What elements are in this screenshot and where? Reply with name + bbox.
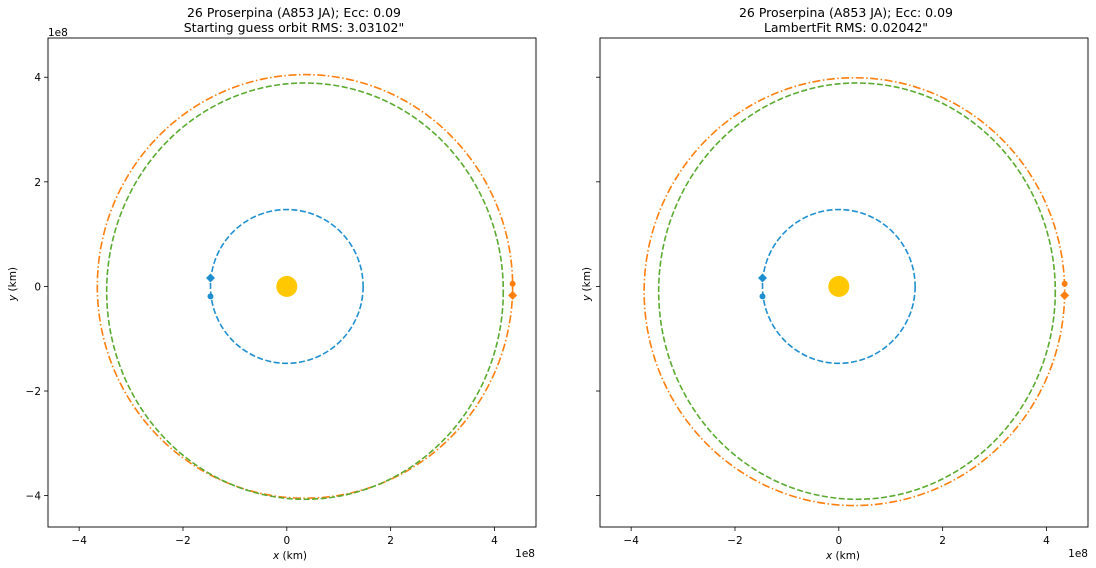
orbit-series-1 (761, 208, 916, 365)
diamond-marker (508, 290, 518, 300)
chart-title-line2: Starting guess orbit RMS: 3.03102" (184, 20, 404, 35)
chart-title-line1: 26 Proserpina (A853 JA); Ecc: 0.09 (739, 5, 953, 20)
orbit-series-1 (209, 208, 364, 365)
subplot-right: 26 Proserpina (A853 JA); Ecc: 0.09 Lambe… (581, 5, 1089, 562)
x-tick-label: 4 (1043, 535, 1050, 547)
y-axis-label: y (km) (581, 267, 593, 302)
diamond-marker (205, 273, 215, 283)
y-axis-label: y (km) (7, 267, 19, 302)
diamond-marker (1060, 290, 1070, 300)
x-offset-label: 1e8 (1068, 548, 1088, 560)
diamond-marker (757, 273, 767, 283)
y-offset-label: 1e8 (48, 27, 68, 39)
circle-marker (509, 280, 516, 287)
sun-marker (276, 275, 298, 297)
y-tick-label: −4 (26, 491, 42, 503)
x-tick-label: 0 (283, 535, 290, 547)
orbit-series-3 (105, 82, 505, 501)
orbit-series-3 (657, 82, 1057, 501)
y-tick-label: 4 (34, 72, 41, 84)
x-tick-label: −2 (175, 535, 190, 547)
y-tick-label: −2 (26, 386, 41, 398)
x-tick-label: 2 (939, 535, 946, 547)
plot-frame (599, 37, 1089, 528)
sun-marker (828, 275, 850, 297)
x-offset-label: 1e8 (515, 548, 535, 560)
chart-title-line1: 26 Proserpina (A853 JA); Ecc: 0.09 (187, 5, 401, 20)
plot-frame (47, 37, 537, 528)
circle-marker (1061, 280, 1068, 287)
x-tick-label: −4 (71, 535, 87, 547)
chart-title-line2: LambertFit RMS: 0.02042" (764, 20, 928, 35)
y-tick-label: 0 (34, 281, 41, 293)
x-tick-label: −4 (623, 535, 639, 547)
x-tick-label: −2 (727, 535, 742, 547)
y-tick-label: 2 (34, 177, 41, 189)
x-tick-label: 0 (835, 535, 842, 547)
x-tick-label: 4 (491, 535, 498, 547)
circle-marker (207, 293, 214, 300)
circle-marker (759, 293, 766, 300)
x-tick-label: 2 (387, 535, 394, 547)
x-axis-label: x (km) (825, 550, 860, 562)
subplot-left: 26 Proserpina (A853 JA); Ecc: 0.09 Start… (7, 5, 537, 562)
x-axis-label: x (km) (272, 550, 307, 562)
